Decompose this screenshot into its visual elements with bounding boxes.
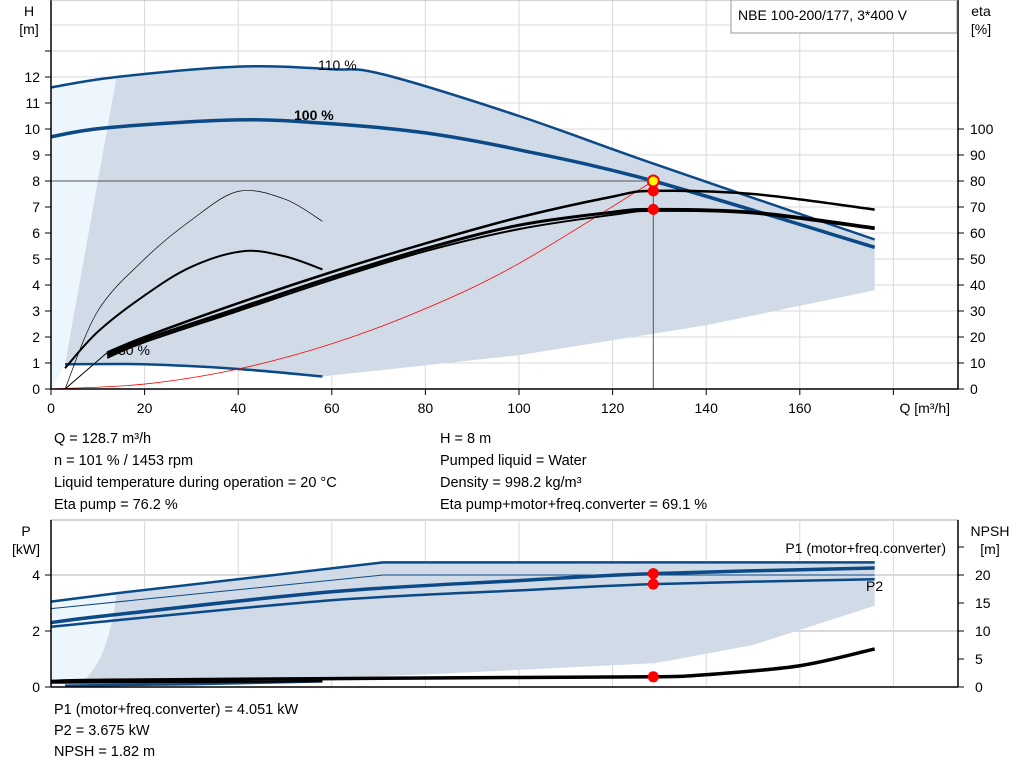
h-tick-label: 10 bbox=[24, 121, 40, 137]
eta-pump-point[interactable] bbox=[647, 185, 659, 197]
head-curve-110 bbox=[50, 64, 876, 241]
info-right-line: Eta pump+motor+freq.converter = 69.1 % bbox=[440, 497, 708, 513]
p-axis-unit: [kW] bbox=[12, 541, 40, 557]
eta-tick-label: 90 bbox=[970, 147, 986, 163]
p-tick-label: 4 bbox=[32, 567, 40, 583]
info-left-line: n = 101 % / 1453 rpm bbox=[54, 453, 194, 469]
eta-tick-label: 100 bbox=[970, 121, 994, 137]
eta-tick-label: 70 bbox=[970, 199, 986, 215]
title-box bbox=[730, 0, 958, 34]
label-30-percent: 30 % bbox=[118, 342, 150, 358]
eta-curve bbox=[64, 249, 323, 369]
p2-curve bbox=[50, 577, 875, 629]
eta-tick-label: 60 bbox=[970, 225, 986, 241]
p-tick-label: 2 bbox=[32, 623, 40, 639]
eta-tick-label: 0 bbox=[970, 381, 978, 397]
head-curve-30 bbox=[65, 362, 323, 378]
h-tick-label: 2 bbox=[32, 329, 40, 345]
info-right-line: Pumped liquid = Water bbox=[440, 453, 587, 469]
h-tick-label: 12 bbox=[24, 69, 40, 85]
eta-total-point[interactable] bbox=[647, 203, 659, 215]
q-axis-label: Q [m³/h] bbox=[899, 400, 950, 416]
system-curve bbox=[50, 180, 654, 390]
q-tick-label: 0 bbox=[47, 400, 55, 416]
npsh-tick-label: 15 bbox=[975, 595, 991, 611]
q-tick-label: 120 bbox=[601, 400, 625, 416]
info-bottom-line: P2 = 3.675 kW bbox=[54, 723, 150, 739]
p-tick-label: 0 bbox=[32, 679, 40, 695]
h-tick-label: 4 bbox=[32, 277, 40, 293]
power-limit-curve bbox=[50, 561, 875, 603]
eta-tick-label: 50 bbox=[970, 251, 986, 267]
power-operating-area bbox=[74, 562, 875, 687]
eta-curve bbox=[106, 207, 875, 357]
eta-curve bbox=[64, 190, 323, 390]
eta-tick-label: 30 bbox=[970, 303, 986, 319]
q-tick-label: 160 bbox=[788, 400, 812, 416]
label-100-percent: 100 % bbox=[294, 107, 334, 123]
eta-curve bbox=[106, 189, 875, 354]
legend-p2: P2 bbox=[866, 578, 883, 594]
q-tick-label: 100 bbox=[507, 400, 531, 416]
npsh-curve bbox=[50, 647, 876, 684]
p1-curve bbox=[50, 566, 875, 625]
label-110-percent: 110 % bbox=[318, 57, 357, 73]
info-left-line: Q = 128.7 m³/h bbox=[54, 431, 152, 447]
eta-curve bbox=[106, 209, 875, 359]
q-tick-label: 60 bbox=[324, 400, 340, 416]
h-axis-unit: [m] bbox=[19, 21, 38, 37]
eta-tick-label: 80 bbox=[970, 173, 986, 189]
h-tick-label: 11 bbox=[25, 95, 40, 111]
q-tick-label: 40 bbox=[230, 400, 246, 416]
eta-tick-label: 40 bbox=[970, 277, 986, 293]
p2-point[interactable] bbox=[647, 578, 659, 590]
npsh-point[interactable] bbox=[647, 671, 659, 683]
eta-curve-start bbox=[64, 352, 108, 390]
info-left-line: Liquid temperature during operation = 20… bbox=[54, 475, 337, 491]
head-curve-100 bbox=[50, 118, 876, 249]
eta-tick-label: 20 bbox=[970, 329, 986, 345]
p1-point[interactable] bbox=[647, 568, 659, 580]
npsh-axis-unit: [m] bbox=[980, 541, 999, 557]
h-tick-label: 6 bbox=[32, 225, 40, 241]
npsh-tick-label: 20 bbox=[975, 567, 991, 583]
q-tick-label: 80 bbox=[418, 400, 434, 416]
low-speed-npsh-curve bbox=[50, 680, 323, 684]
info-right-line: H = 8 m bbox=[440, 431, 492, 447]
info-bottom-line: NPSH = 1.82 m bbox=[54, 744, 156, 760]
eta-tick-label: 10 bbox=[970, 355, 986, 371]
h-tick-label: 5 bbox=[32, 251, 40, 267]
duty-point[interactable] bbox=[646, 174, 660, 188]
h-tick-label: 0 bbox=[32, 381, 40, 397]
h-axis-label: H bbox=[24, 3, 34, 19]
npsh-tick-label: 0 bbox=[975, 679, 983, 695]
q-tick-label: 140 bbox=[695, 400, 719, 416]
npsh-tick-label: 10 bbox=[975, 623, 991, 639]
h-tick-label: 8 bbox=[32, 173, 40, 189]
h-tick-label: 7 bbox=[32, 199, 40, 215]
h-tick-label: 9 bbox=[32, 147, 40, 163]
h-tick-label: 3 bbox=[32, 303, 40, 319]
p-axis-label: P bbox=[21, 523, 30, 539]
q-tick-label: 20 bbox=[137, 400, 153, 416]
eta-axis-label: eta bbox=[971, 3, 991, 19]
eta-axis-unit: [%] bbox=[971, 21, 991, 37]
operating-area-light bbox=[51, 77, 117, 389]
info-right-line: Density = 998.2 kg/m³ bbox=[440, 475, 582, 491]
legend-p1: P1 (motor+freq.converter) bbox=[785, 540, 946, 556]
chart-title: NBE 100-200/177, 3*400 V bbox=[738, 7, 908, 23]
h-tick-label: 1 bbox=[32, 355, 40, 371]
info-left-line: Eta pump = 76.2 % bbox=[54, 497, 178, 513]
npsh-tick-label: 5 bbox=[975, 651, 983, 667]
info-bottom-line: P1 (motor+freq.converter) = 4.051 kW bbox=[54, 702, 299, 718]
npsh-axis-label: NPSH bbox=[971, 523, 1010, 539]
power-limit-curve bbox=[50, 574, 875, 610]
